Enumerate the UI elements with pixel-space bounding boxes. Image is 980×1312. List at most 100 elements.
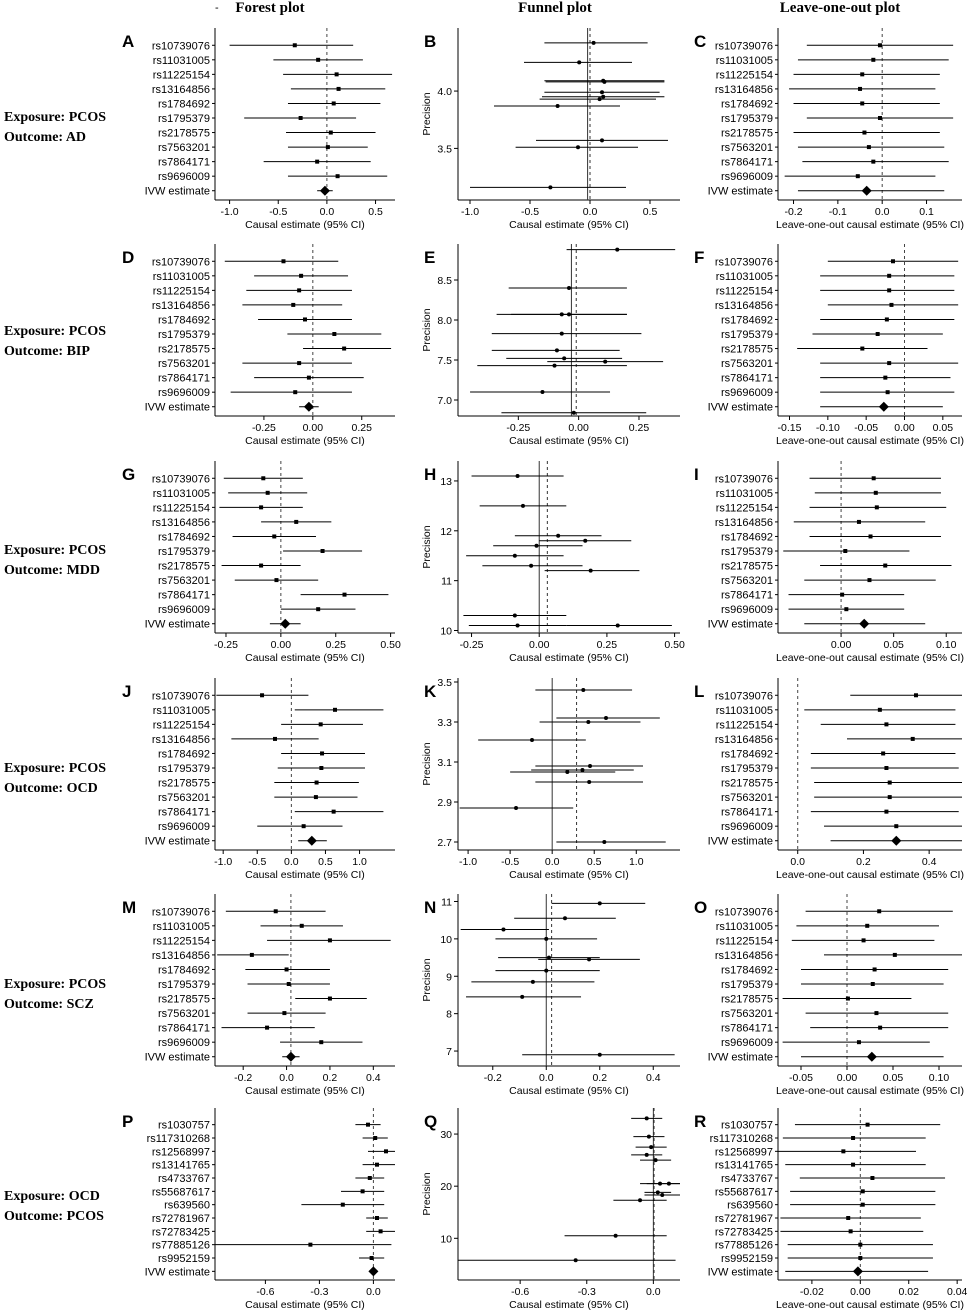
x-tick-label: -1.0 bbox=[214, 856, 232, 868]
ivw-estimate-point bbox=[866, 1051, 877, 1062]
estimate-point bbox=[861, 938, 866, 943]
x-tick-label: 1.0 bbox=[352, 856, 367, 868]
snp-label: rs2178575 bbox=[158, 344, 210, 356]
snp-label: rs11225154 bbox=[153, 502, 210, 514]
estimate-point bbox=[544, 936, 549, 941]
snp-label: rs1784692 bbox=[158, 964, 210, 976]
estimate-point bbox=[855, 174, 860, 179]
x-tick-label: 0.25 bbox=[352, 422, 373, 434]
column-title-forest: Forest plot bbox=[235, 0, 305, 16]
snp-label: rs9952159 bbox=[721, 1253, 773, 1265]
snp-label: rs11225154 bbox=[716, 69, 773, 81]
ivw-estimate-point bbox=[319, 185, 330, 196]
estimate-point bbox=[292, 43, 297, 48]
snp-label: rs13164856 bbox=[715, 734, 773, 746]
estimate-point bbox=[546, 955, 551, 960]
estimate-point bbox=[872, 967, 877, 972]
x-tick-label: 0.5 bbox=[587, 856, 602, 868]
estimate-point bbox=[588, 764, 593, 768]
x-axis-title: Causal estimate (95% CI) bbox=[245, 219, 365, 231]
estimate-point bbox=[332, 332, 337, 336]
estimate-point bbox=[331, 101, 336, 106]
estimate-point bbox=[615, 623, 620, 628]
x-tick-label: 0.0 bbox=[366, 1286, 381, 1298]
estimate-point bbox=[649, 1145, 654, 1150]
estimate-point bbox=[860, 72, 865, 77]
x-tick-label: -0.25 bbox=[460, 639, 484, 651]
estimate-point bbox=[540, 390, 545, 394]
snp-label: rs12568997 bbox=[715, 1146, 773, 1158]
snp-label: rs11225154 bbox=[153, 69, 210, 81]
outcome-label: Outcome: AD bbox=[4, 130, 87, 145]
x-tick-label: -0.10 bbox=[816, 422, 840, 434]
y-tick-label: 2.7 bbox=[437, 837, 452, 849]
panel-letter: H bbox=[424, 465, 436, 484]
x-axis-title: Leave-one-out causal estimate (95% CI) bbox=[776, 1085, 964, 1097]
estimate-point bbox=[865, 1122, 870, 1127]
estimate-point bbox=[848, 1229, 853, 1234]
estimate-point bbox=[851, 1162, 856, 1167]
snp-label: IVW estimate bbox=[145, 619, 210, 631]
x-tick-label: 0.0 bbox=[545, 856, 560, 868]
x-tick-label: -0.6 bbox=[511, 1286, 529, 1298]
snp-label: rs7563201 bbox=[721, 575, 773, 587]
estimate-point bbox=[512, 553, 517, 558]
x-tick-label: 0.00 bbox=[831, 639, 852, 651]
estimate-point bbox=[555, 103, 560, 108]
snp-label: rs11031005 bbox=[716, 55, 773, 67]
snp-label: rs7864171 bbox=[158, 807, 210, 819]
row-title-6: Exposure: OCD Outcome: PCOS bbox=[4, 1187, 104, 1227]
estimate-point bbox=[586, 720, 591, 724]
column-title-leave-one-out: Leave-one-out plot bbox=[779, 0, 901, 16]
x-tick-label: 0.05 bbox=[933, 422, 954, 434]
y-axis-title: Precision bbox=[421, 742, 433, 785]
y-tick-label: 8.5 bbox=[437, 275, 452, 287]
estimate-point bbox=[891, 259, 895, 264]
panel-letter: D bbox=[122, 248, 134, 267]
exposure-label: Exposure: PCOS bbox=[4, 977, 107, 992]
estimate-point bbox=[887, 795, 892, 800]
x-axis-title: Causal estimate (95% CI) bbox=[509, 435, 629, 447]
snp-label: rs2178575 bbox=[721, 128, 773, 140]
snp-label: rs72783425 bbox=[715, 1226, 773, 1238]
x-tick-label: 0.05 bbox=[883, 639, 904, 651]
panel-Q: Q -0.6 -0.3 0.0 Causal estimate (95% CI) 10 20… bbox=[421, 1108, 680, 1311]
estimate-point bbox=[887, 780, 892, 785]
x-tick-label: 0.2 bbox=[323, 1072, 338, 1084]
ivw-estimate-point bbox=[852, 1266, 863, 1277]
estimate-point bbox=[860, 346, 865, 351]
estimate-point bbox=[601, 94, 606, 99]
snp-label: rs7563201 bbox=[158, 1008, 210, 1020]
x-tick-label: -0.1 bbox=[829, 206, 847, 218]
x-axis-title: Leave-one-out causal estimate (95% CI) bbox=[776, 435, 964, 447]
snp-label: rs10739076 bbox=[715, 256, 773, 268]
estimate-point bbox=[638, 1198, 643, 1203]
x-tick-label: 0.0 bbox=[279, 1072, 294, 1084]
exposure-label: Exposure: OCD bbox=[4, 1189, 100, 1204]
panel-B: B -1.0 -0.5 0.0 0.5 Causal estimate (95% CI) 3… bbox=[421, 28, 680, 231]
estimate-point bbox=[328, 130, 333, 135]
estimate-point bbox=[366, 1122, 370, 1127]
estimate-point bbox=[846, 1216, 851, 1220]
estimate-point bbox=[877, 43, 882, 48]
snp-label: rs13141765 bbox=[152, 1160, 210, 1172]
x-tick-label: 0.50 bbox=[380, 639, 401, 651]
estimate-point bbox=[655, 1190, 660, 1195]
x-tick-label: 0.4 bbox=[366, 1072, 381, 1084]
x-tick-label: 0.0 bbox=[539, 1072, 554, 1084]
estimate-point bbox=[844, 607, 849, 612]
estimate-point bbox=[602, 840, 607, 844]
estimate-point bbox=[316, 57, 321, 62]
snp-label: rs11031005 bbox=[716, 705, 773, 717]
y-tick-label: 11 bbox=[441, 576, 452, 588]
x-tick-label: 0.00 bbox=[894, 422, 915, 434]
x-tick-label: -0.25 bbox=[506, 422, 530, 434]
estimate-point bbox=[884, 809, 889, 814]
panel-letter: B bbox=[424, 32, 436, 51]
panel-letter: M bbox=[122, 898, 136, 917]
snp-label: rs9696009 bbox=[158, 821, 210, 833]
estimate-point bbox=[883, 375, 888, 380]
